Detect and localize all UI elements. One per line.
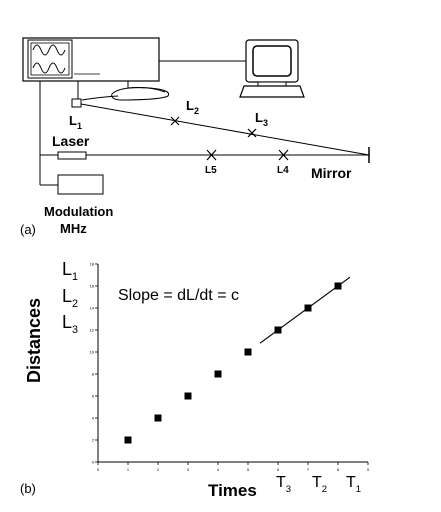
chart-axes xyxy=(97,264,368,463)
marker-L5 xyxy=(206,149,217,161)
data-points xyxy=(124,282,342,444)
y-tick-label: 2 xyxy=(92,438,95,443)
label-L1: L1 xyxy=(69,113,82,131)
computer-monitor-icon xyxy=(239,39,305,98)
x-tick-label: 8 xyxy=(337,467,340,472)
y-tick-label: 6 xyxy=(92,394,95,399)
oscilloscope-icon xyxy=(22,37,160,82)
y-tick-label: 8 xyxy=(92,372,95,377)
data-point xyxy=(304,304,312,312)
detector-icon xyxy=(71,98,82,108)
x-side-labels: T3 T2 T1 xyxy=(276,474,361,495)
label-modulation: Modulation xyxy=(44,204,113,219)
panel-label-a: (a) xyxy=(20,222,36,237)
x-tick-label: 5 xyxy=(247,467,250,472)
x-tick-label: 3 xyxy=(187,467,190,472)
y-tick-label: 18 xyxy=(90,262,95,267)
position-markers xyxy=(170,116,289,161)
data-point xyxy=(154,414,162,422)
y-tick-label: 4 xyxy=(92,416,95,421)
label-L2: L2 xyxy=(186,98,199,116)
panel-label-b: (b) xyxy=(20,481,36,496)
x-tick-label: 7 xyxy=(307,467,310,472)
x-side-label: T2 xyxy=(312,474,327,495)
beam-paths xyxy=(40,103,370,163)
label-mirror: Mirror xyxy=(311,165,352,181)
y-tick-label: 16 xyxy=(90,284,95,289)
setup-diagram: L1 L2 L3 Laser L5 L4 Mirror Modulation M… xyxy=(20,37,370,237)
data-point xyxy=(124,436,132,444)
y-tick-label: 14 xyxy=(90,306,95,311)
data-point xyxy=(184,392,192,400)
x-tick-label: 0 xyxy=(97,467,100,472)
laser-icon xyxy=(57,151,87,160)
y-side-label: L1 xyxy=(62,259,78,283)
data-point xyxy=(244,348,252,356)
x-tick-label: 4 xyxy=(217,467,220,472)
y-tick-label: 12 xyxy=(90,328,95,333)
marker-L4 xyxy=(278,149,289,161)
x-side-label: T1 xyxy=(346,474,361,495)
y-side-label: L3 xyxy=(62,312,78,336)
slope-annotation: Slope = dL/dt = c xyxy=(118,287,239,304)
modulator-icon xyxy=(57,174,104,195)
y-tick-label: 0 xyxy=(92,460,95,465)
data-point xyxy=(214,370,222,378)
data-point xyxy=(334,282,342,290)
cables xyxy=(39,60,246,186)
marker-L3 xyxy=(247,128,257,138)
y-side-label: L2 xyxy=(62,286,78,310)
x-tick-label: 9 xyxy=(367,467,370,472)
y-tick-label: 10 xyxy=(90,350,95,355)
x-tick-label: 6 xyxy=(277,467,280,472)
data-point xyxy=(274,326,282,334)
marker-L2 xyxy=(170,116,180,126)
x-tick-label: 1 xyxy=(127,467,130,472)
x-tick-label: 2 xyxy=(157,467,160,472)
label-laser: Laser xyxy=(52,133,90,149)
y-axis-label: Distances xyxy=(24,298,44,383)
x-side-label: T3 xyxy=(276,474,291,495)
label-L4: L4 xyxy=(277,165,289,176)
label-mhz: MHz xyxy=(60,221,87,236)
label-L3: L3 xyxy=(255,110,268,128)
x-axis-label: Times xyxy=(208,481,257,500)
label-L5: L5 xyxy=(205,165,217,176)
